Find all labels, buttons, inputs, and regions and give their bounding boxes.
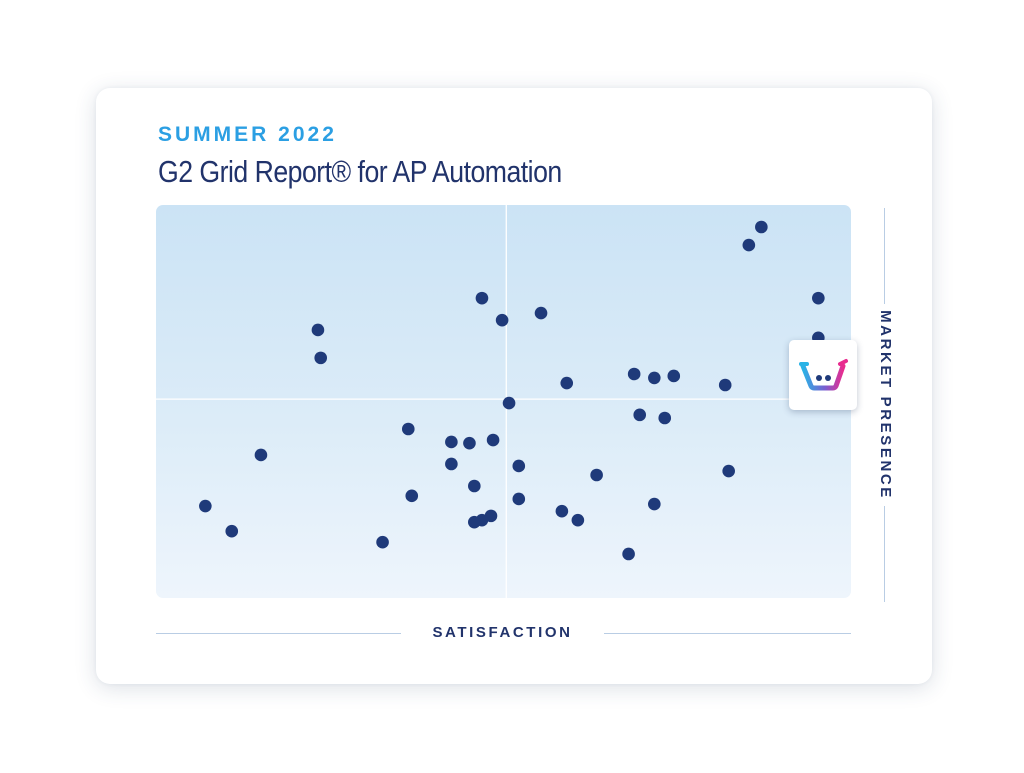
vendor-point[interactable] <box>534 306 548 320</box>
vendor-point[interactable] <box>475 291 489 305</box>
vendor-point[interactable] <box>512 459 526 473</box>
vendor-point[interactable] <box>622 547 635 561</box>
vendor-point[interactable] <box>314 351 328 365</box>
vendor-point[interactable] <box>254 448 268 462</box>
vendor-point[interactable] <box>512 492 526 506</box>
vendor-point[interactable] <box>495 313 509 327</box>
cart-logo-icon <box>799 359 848 391</box>
vendor-point[interactable] <box>560 376 574 390</box>
vendor-point[interactable] <box>755 220 768 234</box>
highlighted-vendor-logo[interactable] <box>789 340 857 410</box>
vendor-point[interactable] <box>742 238 756 252</box>
vendor-point[interactable] <box>648 371 661 385</box>
vendor-point[interactable] <box>627 367 641 381</box>
vendor-point[interactable] <box>225 524 239 538</box>
vendor-point[interactable] <box>463 436 476 450</box>
x-axis-rule-left <box>156 633 401 634</box>
vendor-point[interactable] <box>718 378 732 392</box>
y-axis-rule-bottom <box>884 506 885 602</box>
vendor-point[interactable] <box>722 464 735 478</box>
y-axis-label: MARKET PRESENCE <box>877 310 894 500</box>
grid-plot-area <box>156 205 851 598</box>
report-title: G2 Grid Report® for AP Automation <box>158 154 562 189</box>
vendor-point[interactable] <box>571 513 585 527</box>
vendor-point[interactable] <box>405 489 419 503</box>
vendor-point[interactable] <box>376 535 389 549</box>
vendor-point[interactable] <box>648 497 661 511</box>
vendor-point[interactable] <box>468 479 481 493</box>
vendor-point[interactable] <box>658 411 672 425</box>
vendor-point[interactable] <box>667 369 681 383</box>
vendor-point[interactable] <box>401 422 415 436</box>
vendor-point[interactable] <box>486 433 500 447</box>
vendor-point[interactable] <box>311 323 325 337</box>
x-axis-label: SATISFACTION <box>432 624 573 641</box>
vendor-point[interactable] <box>812 291 825 305</box>
vendor-point[interactable] <box>633 408 647 422</box>
data-points <box>199 220 825 561</box>
report-season: SUMMER 2022 <box>158 123 337 146</box>
scatter-plot <box>156 205 851 598</box>
vendor-point[interactable] <box>445 435 458 449</box>
vendor-point[interactable] <box>555 504 569 518</box>
vendor-point[interactable] <box>199 499 212 513</box>
vendor-point[interactable] <box>590 468 603 482</box>
report-card: SUMMER 2022 G2 Grid Report® for AP Autom… <box>96 88 932 684</box>
vendor-point[interactable] <box>468 515 481 529</box>
vendor-point[interactable] <box>445 457 458 471</box>
x-axis-rule-right <box>604 633 851 634</box>
vendor-point[interactable] <box>502 396 516 410</box>
y-axis-rule-top <box>884 208 885 304</box>
